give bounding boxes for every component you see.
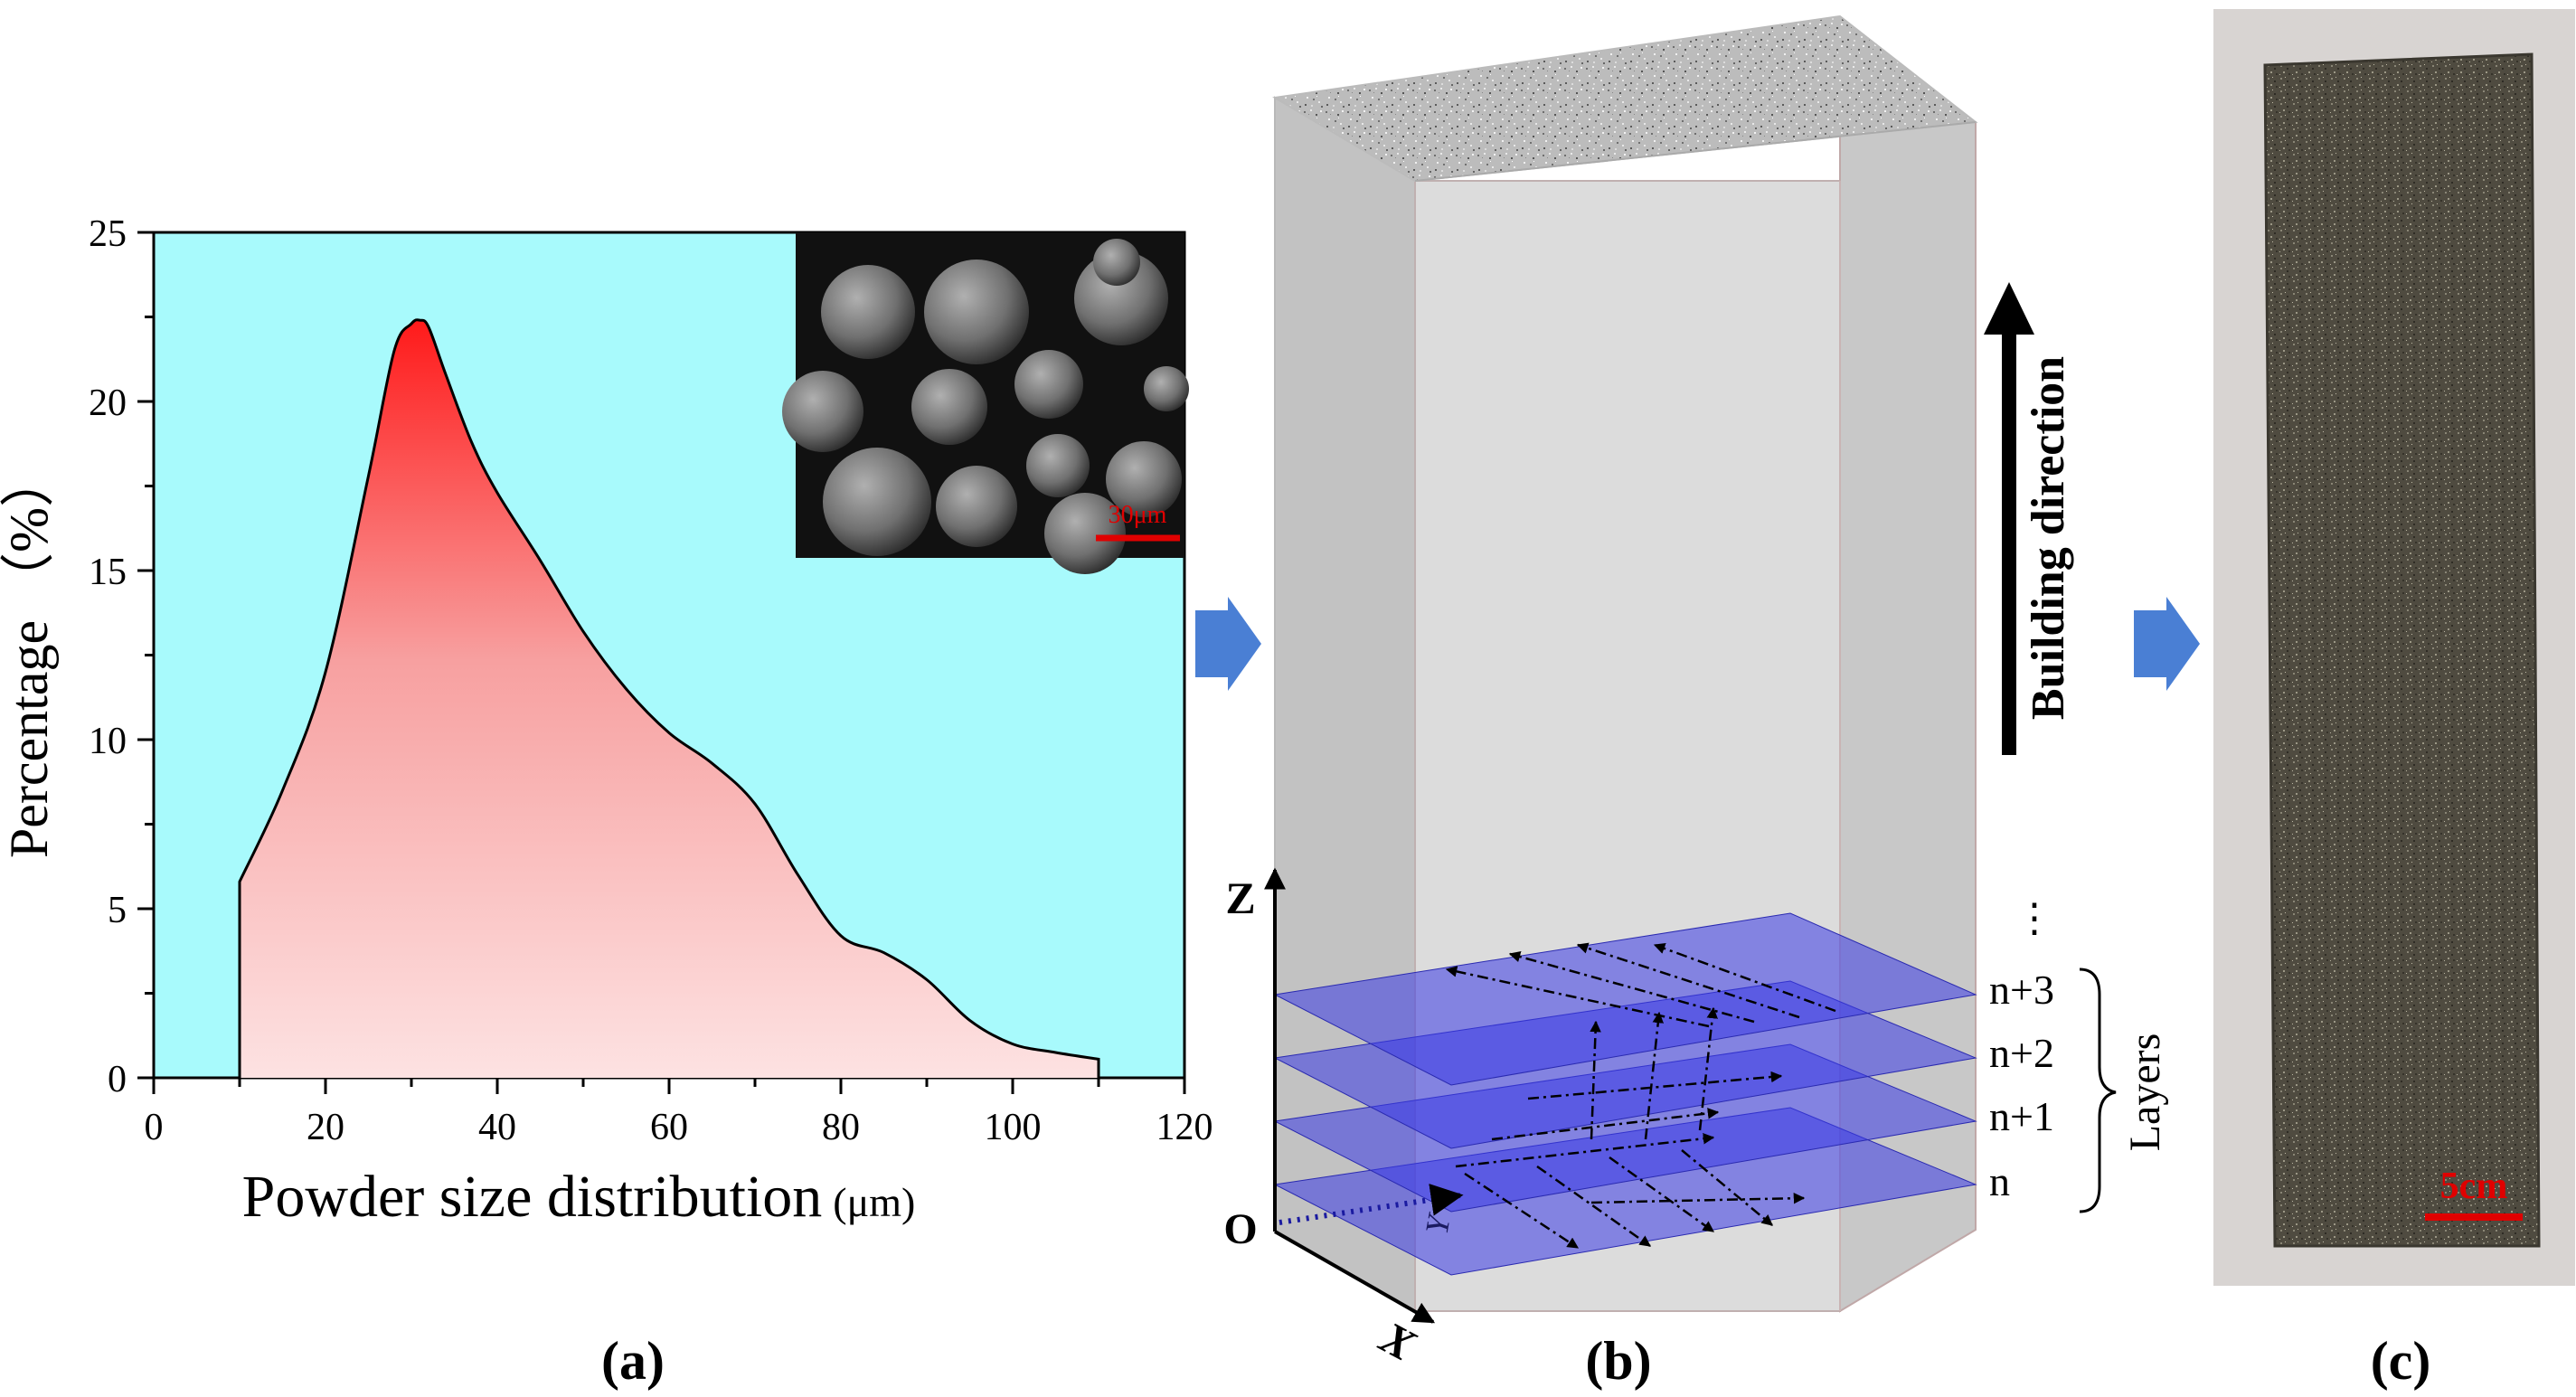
- arrow-right-icon: [1195, 597, 1261, 691]
- axis-ticks: 0 20 40 60 80 100 120 0 5 10 15 20 25: [89, 213, 1213, 1148]
- printed-sample: [2263, 52, 2541, 1248]
- panel-c: 5cm (c): [2213, 9, 2575, 1391]
- coordinate-axes: [1264, 867, 1464, 1324]
- layer-label: n+1: [1989, 1093, 2054, 1139]
- origin-label: O: [1223, 1205, 1257, 1253]
- layer-n3: [1273, 912, 1977, 1086]
- axis-x-label: X: [1371, 1311, 1424, 1372]
- ellipsis: ⋮: [2015, 896, 2054, 940]
- caption-c: (c): [2371, 1331, 2431, 1391]
- y-axis-label: Percentage （%）: [0, 453, 59, 858]
- y-tick-label: 0: [108, 1059, 127, 1100]
- panel-a: 0 20 40 60 80 100 120 0 5 10 15 20 25 30μm Powder si…: [0, 213, 1213, 1391]
- distribution-area: [240, 319, 1099, 1078]
- x-tick-label: 120: [1156, 1107, 1213, 1148]
- inset-sem-image: [782, 232, 1189, 574]
- scan-paths: [1445, 942, 1836, 1250]
- x-tick-label: 0: [145, 1107, 164, 1148]
- inset-scale-label: 30μm: [1109, 501, 1167, 529]
- x-tick-label: 80: [822, 1107, 860, 1148]
- layer-label: n: [1989, 1158, 2010, 1204]
- arrow-right-icon: [2134, 597, 2200, 691]
- panel-b: Z O X Y Building direction ⋮ n+3 n+2 n+1…: [1223, 14, 2169, 1391]
- x-tick-label: 60: [650, 1107, 688, 1148]
- y-tick-label: 15: [89, 552, 127, 593]
- x-tick-label: 20: [307, 1107, 344, 1148]
- y-tick-label: 5: [108, 890, 127, 931]
- caption-b: (b): [1585, 1331, 1651, 1391]
- y-tick-label: 10: [89, 721, 127, 762]
- distribution-curve: [238, 318, 1100, 1078]
- caption-a: (a): [601, 1331, 665, 1391]
- y-tick-label: 25: [89, 213, 127, 255]
- x-axis-label: Powder size distribution (μm): [242, 1164, 916, 1230]
- layer-label: n+3: [1989, 967, 2054, 1013]
- axis-z-label: Z: [1225, 873, 1255, 923]
- building-direction-label: Building direction: [2023, 356, 2074, 720]
- sample-scale-label: 5cm: [2440, 1166, 2508, 1207]
- x-tick-label: 100: [985, 1107, 1042, 1148]
- layers-brace: [2079, 968, 2117, 1213]
- y-tick-label: 20: [89, 382, 127, 424]
- arrow-up-icon: [1984, 282, 2034, 335]
- x-tick-label: 40: [478, 1107, 516, 1148]
- layers-label: Layers: [2121, 1034, 2169, 1152]
- layer-label: n+2: [1989, 1030, 2054, 1076]
